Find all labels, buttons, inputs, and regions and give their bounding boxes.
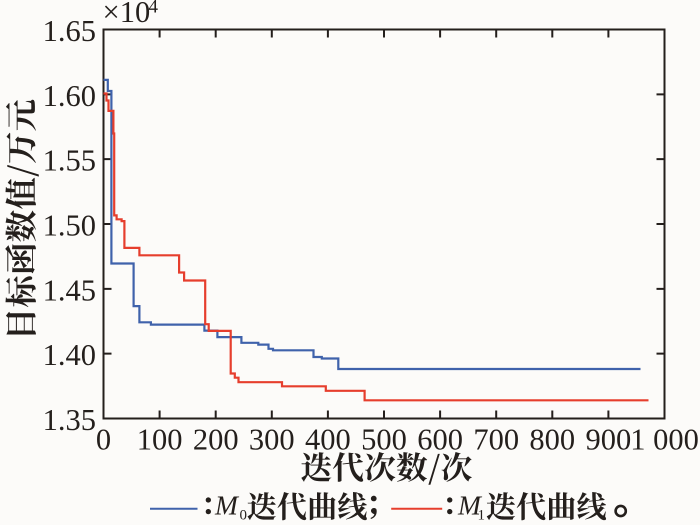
svg-text:1.40: 1.40	[43, 338, 96, 372]
svg-text:200: 200	[193, 423, 239, 457]
svg-text:M: M	[457, 490, 483, 521]
svg-text:400: 400	[305, 423, 351, 457]
svg-text:500: 500	[361, 423, 407, 457]
svg-text:800: 800	[529, 423, 575, 457]
svg-text:600: 600	[417, 423, 463, 457]
svg-text:1.50: 1.50	[43, 209, 96, 243]
svg-text:4: 4	[149, 0, 159, 18]
svg-text:700: 700	[473, 423, 519, 457]
svg-text:1 000: 1 000	[630, 423, 699, 457]
svg-text:1.60: 1.60	[43, 79, 96, 113]
svg-text:300: 300	[249, 423, 295, 457]
svg-text:1.65: 1.65	[43, 14, 96, 48]
svg-text:M: M	[214, 490, 240, 521]
svg-text:×10: ×10	[103, 0, 151, 29]
svg-text:900: 900	[586, 423, 632, 457]
svg-text:0: 0	[96, 423, 111, 457]
svg-text:1: 1	[478, 508, 486, 524]
svg-text:1.45: 1.45	[43, 273, 96, 307]
svg-text:1.55: 1.55	[43, 144, 96, 178]
svg-text:100: 100	[137, 423, 183, 457]
svg-text:1.35: 1.35	[43, 403, 96, 437]
svg-text:0: 0	[240, 508, 248, 524]
